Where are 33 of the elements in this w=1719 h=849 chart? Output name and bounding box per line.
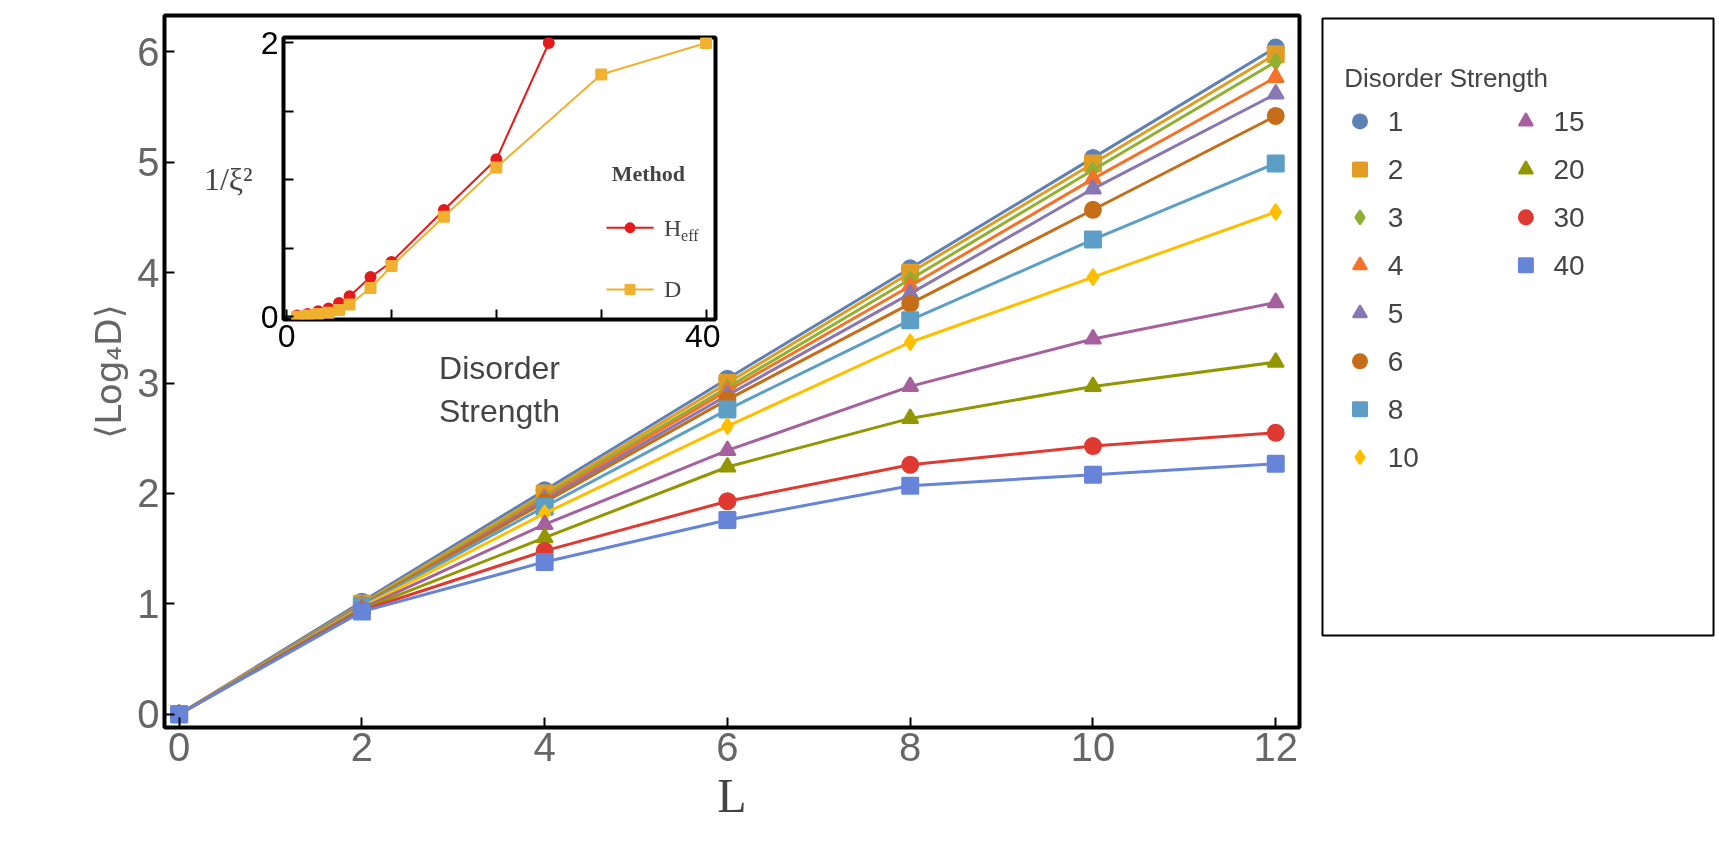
legend-label: 4 (1387, 249, 1404, 281)
legend-label: 10 (1387, 441, 1419, 473)
y-tick-label: 5 (137, 140, 160, 185)
legend-label: 30 (1553, 201, 1585, 233)
x-tick-label: 2 (350, 724, 374, 769)
y-axis-title: 1/ξ² (203, 160, 253, 197)
legend-label: 15 (1553, 105, 1585, 137)
legend-label: 40 (1553, 249, 1585, 281)
y-axis-title: ⟨Log₄D⟩ (88, 304, 130, 439)
legend-label: 20 (1553, 153, 1585, 185)
y-tick-label: 1 (137, 581, 160, 626)
legend-title: Method (611, 160, 686, 186)
x-tick-label: 6 (716, 724, 739, 769)
legend-label: 2 (1387, 153, 1404, 185)
y-tick-label: 0 (137, 692, 160, 737)
x-tick-label: 8 (899, 724, 922, 769)
legend-label: 3 (1387, 201, 1404, 233)
legend-label: 5 (1387, 297, 1404, 329)
x-tick-label: 0 (168, 724, 191, 769)
y-tick-label: 4 (137, 250, 160, 295)
y-tick-label: 6 (137, 29, 160, 74)
x-axis-title: Disorder Strength (439, 349, 561, 429)
x-tick-label: 10 (1070, 724, 1116, 769)
legend-title: Disorder Strength (1344, 62, 1548, 93)
y-tick-label: 2 (137, 471, 160, 516)
y-tick-label: 3 (137, 361, 160, 406)
x-axis-title: L (717, 768, 747, 822)
x-tick-label: 12 (1253, 724, 1298, 769)
legend-label: D (664, 276, 682, 303)
legend-label: 6 (1387, 345, 1404, 377)
legend-label: 1 (1387, 105, 1404, 137)
x-tick-label: 4 (533, 724, 556, 769)
legend-label: 8 (1387, 393, 1404, 425)
